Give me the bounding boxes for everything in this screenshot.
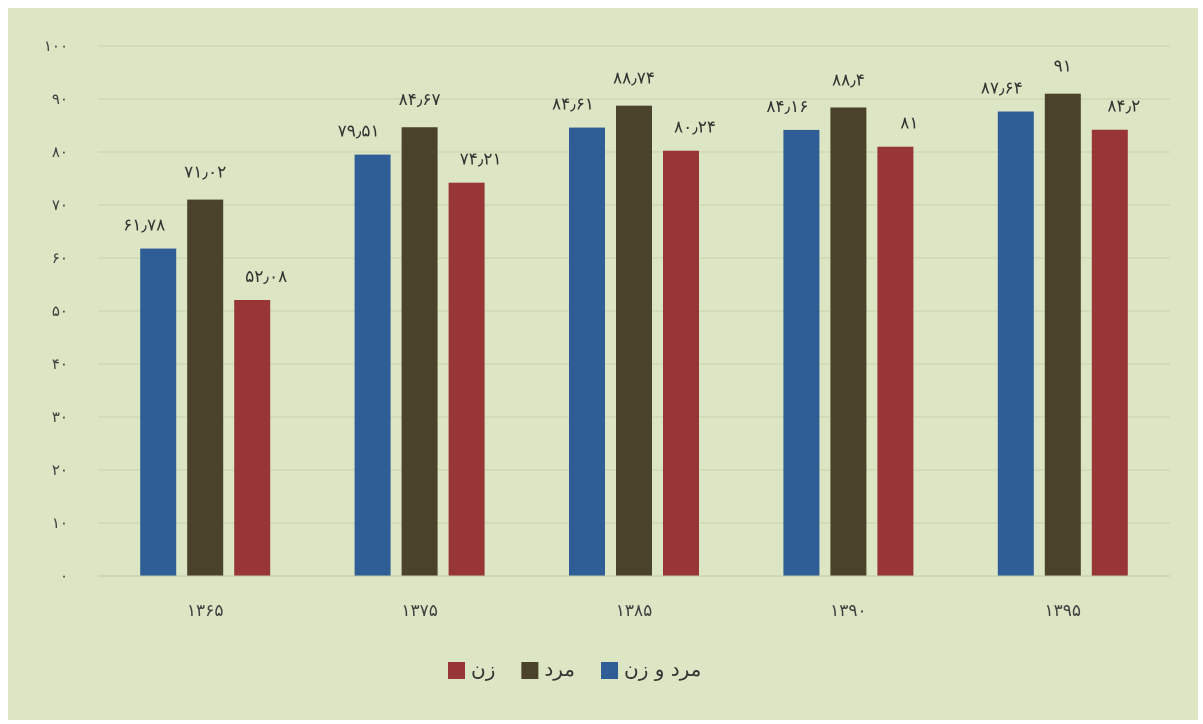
legend-swatch [448, 662, 465, 679]
y-tick-label: ۱۰۰ [44, 37, 68, 55]
bar [877, 146, 914, 576]
data-label: ۸۴٫۶۷ [399, 90, 441, 110]
bar [997, 111, 1034, 577]
y-tick-label: ۷۰ [52, 196, 68, 214]
data-label: ۸۰٫۲۴ [674, 118, 716, 138]
data-label: ۷۹٫۵۱ [338, 122, 380, 142]
bar-chart: ۰ ۱۰ ۲۰ ۳۰ ۴۰ ۵۰ ۶۰ ۷۰ ۸۰ ۹۰ ۱۰۰ ۶۱٫۷۸ ۷۱٫۰۲ ۵۲٫۰۸ ۱۳۶… [44, 37, 1170, 681]
bar [401, 127, 438, 577]
data-label: ۸۱ [900, 114, 918, 134]
y-tick-label: ۹۰ [52, 90, 68, 108]
y-tick-label: ۲۰ [52, 461, 68, 479]
bar [448, 182, 485, 576]
y-tick-label: ۴۰ [52, 355, 68, 373]
bar [616, 105, 652, 576]
legend-label: مرد و زن [624, 657, 701, 681]
bar [187, 199, 224, 576]
data-label: ۸۷٫۶۴ [981, 79, 1023, 99]
data-label: ۶۱٫۷۸ [123, 216, 165, 236]
x-tick-label: ۱۳۹۰ [830, 601, 867, 621]
data-label: ۷۱٫۰۲ [184, 163, 226, 183]
legend-swatch [601, 662, 619, 679]
legend-swatch [521, 662, 539, 679]
x-tick-label: ۱۳۹۵ [1045, 601, 1082, 621]
y-tick-label: ۰ [60, 567, 68, 585]
bar [830, 107, 867, 576]
chart-container: ۰ ۱۰ ۲۰ ۳۰ ۴۰ ۵۰ ۶۰ ۷۰ ۸۰ ۹۰ ۱۰۰ ۶۱٫۷۸ ۷۱٫۰۲ ۵۲٫۰۸ ۱۳۶… [8, 8, 1198, 720]
y-tick-label: ۳۰ [52, 408, 68, 426]
bar [140, 248, 177, 577]
bar [1044, 93, 1081, 576]
y-tick-label: ۸۰ [52, 143, 68, 161]
data-label: ۷۴٫۲۱ [460, 150, 502, 170]
x-tick-label: ۱۳۸۵ [616, 601, 653, 621]
bar [663, 150, 699, 576]
y-tick-label: ۱۰ [52, 514, 68, 532]
legend-label: زن [471, 657, 495, 681]
bar [354, 154, 391, 577]
data-label: ۸۸٫۴ [832, 70, 865, 90]
y-tick-label: ۶۰ [52, 249, 68, 267]
data-label: ۹۱ [1054, 57, 1072, 77]
x-tick-label: ۱۳۶۵ [187, 601, 224, 621]
data-label: ۸۴٫۲ [1107, 97, 1140, 117]
data-label: ۵۲٫۰۸ [245, 267, 287, 287]
y-tick-label: ۵۰ [52, 302, 68, 320]
data-label: ۸۴٫۶۱ [552, 95, 594, 115]
data-label: ۸۴٫۱۶ [766, 97, 808, 117]
bar [783, 129, 820, 576]
legend-label: مرد [544, 657, 575, 681]
bar [234, 299, 271, 576]
bar [569, 127, 605, 576]
x-tick-label: ۱۳۷۵ [401, 601, 438, 621]
data-label: ۸۸٫۷۴ [613, 69, 655, 89]
bar [1091, 129, 1128, 576]
